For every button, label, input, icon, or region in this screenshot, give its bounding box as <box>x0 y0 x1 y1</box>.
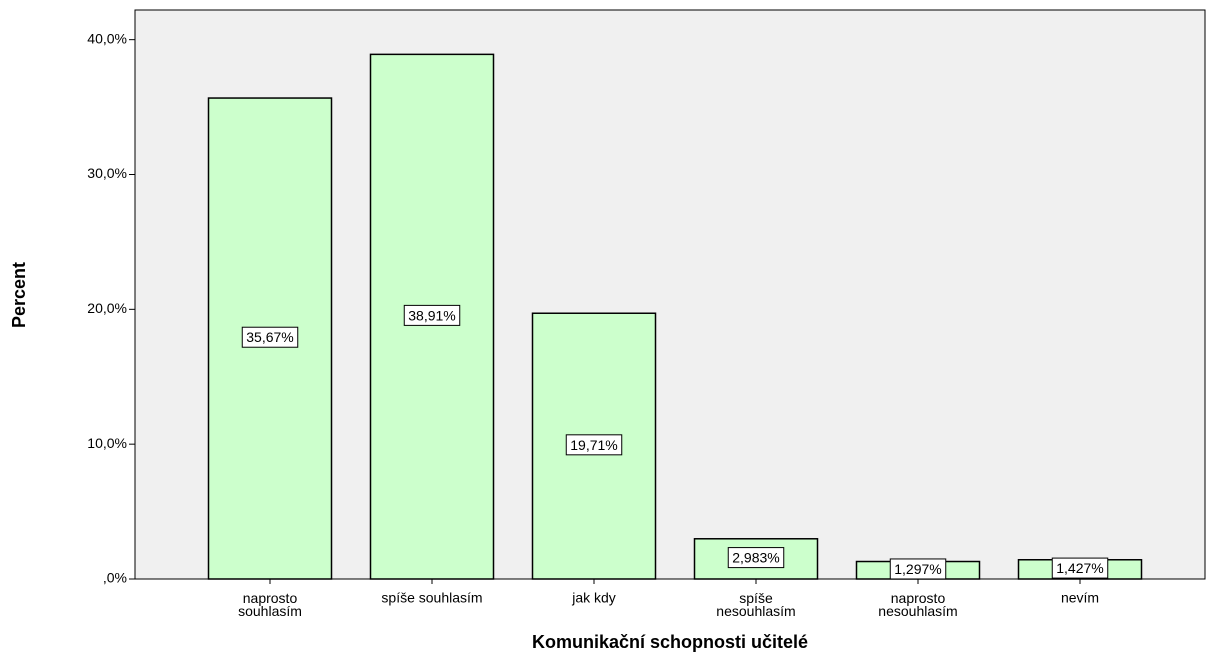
x-tick-label: spíše nesouhlasím <box>716 590 795 619</box>
x-tick-label: nevím <box>1061 590 1099 606</box>
value-label-box <box>241 326 299 348</box>
value-label: 38,91% <box>408 307 455 323</box>
y-tick-label: 40,0% <box>87 30 127 46</box>
y-tick-label: 10,0% <box>87 435 127 451</box>
value-label-box <box>565 434 623 456</box>
x-axis-title: Komunikační schopnosti učitelé <box>532 632 808 652</box>
y-tick-label: ,0% <box>103 570 127 586</box>
y-tick-label: 30,0% <box>87 165 127 181</box>
value-label: 1,427% <box>1056 560 1103 576</box>
value-label: 2,983% <box>732 550 779 566</box>
x-tick-label: naprosto souhlasím <box>238 590 302 619</box>
value-label-box <box>1051 557 1109 579</box>
x-tick-label: naprosto nesouhlasím <box>878 590 957 619</box>
value-label: 35,67% <box>246 329 293 345</box>
x-tick-label: spíše souhlasím <box>381 590 482 606</box>
value-label-box <box>727 547 785 569</box>
x-tick-label: jak kdy <box>571 590 616 606</box>
y-axis-title: Percent <box>9 262 29 328</box>
value-label: 1,297% <box>894 561 941 577</box>
value-label: 19,71% <box>570 437 617 453</box>
y-tick-label: 20,0% <box>87 300 127 316</box>
value-label-box <box>403 304 461 326</box>
